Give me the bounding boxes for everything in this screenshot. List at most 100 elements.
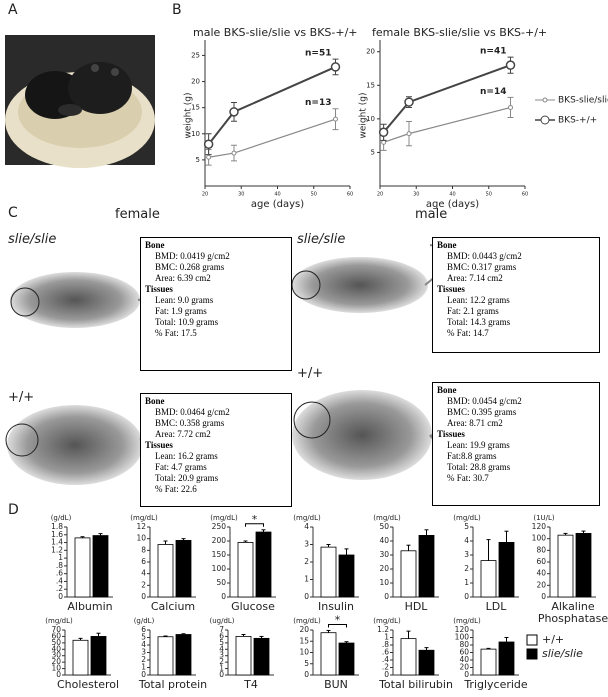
y-tick-label: 80 [536,545,546,554]
x-axis-label: age (days) [426,199,479,210]
bar [237,542,254,598]
category-label: Alkaline Phosphatase [537,600,608,625]
series-line [208,118,336,158]
data-point [330,62,341,72]
legend-label: slie/slie [542,647,583,660]
bar [175,540,192,598]
box-heading: Tissues [437,284,465,294]
bar [480,560,497,598]
y-tick-label: 5 [219,638,224,647]
box-line: Fat: 4.7 grams [155,462,207,472]
box-line: Area: 7.72 cm2 [155,429,211,439]
chart-title: male BKS-slie/slie vs BKS-+/+ [193,26,358,39]
unit-label: (mg/dL) [293,514,321,522]
x-tick-label: 20 [377,192,383,198]
y-tick-label: 10 [366,115,375,123]
y-tick-label: 4 [304,522,309,531]
y-tick-label: .8 [56,561,63,570]
box-line: BMD: 0.0419 g/cm2 [155,251,230,261]
sample-size: n=14 [480,87,506,97]
box-line: Lean: 19.9 grams [447,440,510,450]
legend-label: BKS-+/+ [558,116,597,126]
y-tick-label: .6 [382,648,389,657]
y-tick-label: 40 [459,655,469,664]
category-label: Glucose [231,600,275,613]
category-label: LDL [485,600,507,613]
y-tick-label: 0 [541,592,546,601]
data-point [378,127,389,138]
box-line: Total: 20.9 grams [155,473,219,483]
y-tick-label: 15 [299,636,309,645]
x-tick-label: 50 [311,192,317,198]
box-line: Fat: 1.9 grams [155,306,207,316]
y-tick-label: 10 [379,578,389,587]
y-tick-label: 3 [141,648,146,657]
bar [157,544,174,598]
data-point [508,104,513,110]
series-line [383,106,511,143]
y-tick-label: 1 [219,664,224,673]
bar [74,537,91,598]
y-tick-label: .2 [382,663,389,672]
y-axis-label: weight (g) [359,93,369,139]
box-line: BMC: 0.317 grams [447,262,517,272]
legend-label: +/+ [542,633,564,646]
y-tick-label: 3 [304,540,309,549]
x-axis-label: age (days) [251,199,304,210]
category-label: Total bilirubin [379,678,453,691]
y-tick-label: 1 [304,575,309,584]
x-tick-label: 30 [238,192,244,198]
panel-label: D [8,502,19,518]
y-tick-label: 60 [536,557,546,566]
legend-swatch [526,648,538,660]
y-tick-label: 4 [141,569,146,578]
box-heading: Bone [437,240,457,250]
y-tick-label: 20 [379,564,389,573]
data-point [404,97,414,107]
y-tick-label: 1.2 [377,625,389,634]
y-tick-label: 10 [136,534,146,543]
unit-label: (1U/L) [533,514,555,522]
bar [92,535,109,598]
y-tick-label: 10 [191,130,200,138]
unit-label: (mg/dL) [45,617,73,625]
y-tick-label: 6 [141,557,146,566]
y-tick-label: 0 [384,670,389,679]
box-line: % Fat: 17.5 [155,328,197,338]
box-line: Total: 14.3 grams [447,317,511,327]
y-tick-label: 20 [536,580,546,589]
box-line: Lean: 12.2 grams [447,295,510,305]
legend-swatch [526,634,538,646]
bar [338,642,355,676]
y-tick-label: 100 [455,633,470,642]
y-axis-label: weight (g) [184,93,194,139]
category-label: Insulin [317,600,354,613]
y-tick-label: 4 [464,536,469,545]
y-tick-label: 50 [51,638,61,647]
bar [557,534,574,598]
box-line: Area: 8.71 cm2 [447,418,503,428]
y-tick-label: 200 [212,536,227,545]
y-tick-label: 80 [459,640,469,649]
box-line: Area: 6.39 cm2 [155,273,211,283]
box-line: Area: 7.14 cm2 [447,273,503,283]
y-tick-label: 20 [366,48,375,56]
legend-marker [540,115,550,125]
y-tick-label: 4 [219,644,224,653]
bar [498,542,515,598]
y-tick-label: 20 [459,663,469,672]
y-tick-label: 30 [51,651,61,660]
unit-label: (g/dL) [134,617,155,625]
mouse-photo [5,35,155,168]
box-line: Total: 28.8 grams [447,462,511,472]
data-point [381,139,387,145]
bar [338,554,355,598]
y-tick-label: 20 [51,657,61,666]
significance-bracket [245,523,264,527]
box-line: Lean: 16.2 grams [155,451,218,461]
box-line: BMD: 0.0443 g/cm2 [447,251,522,261]
box-line: BMD: 0.0464 g/cm2 [155,407,230,417]
category-label: Albumin [67,600,113,613]
y-tick-label: 0 [56,670,61,679]
